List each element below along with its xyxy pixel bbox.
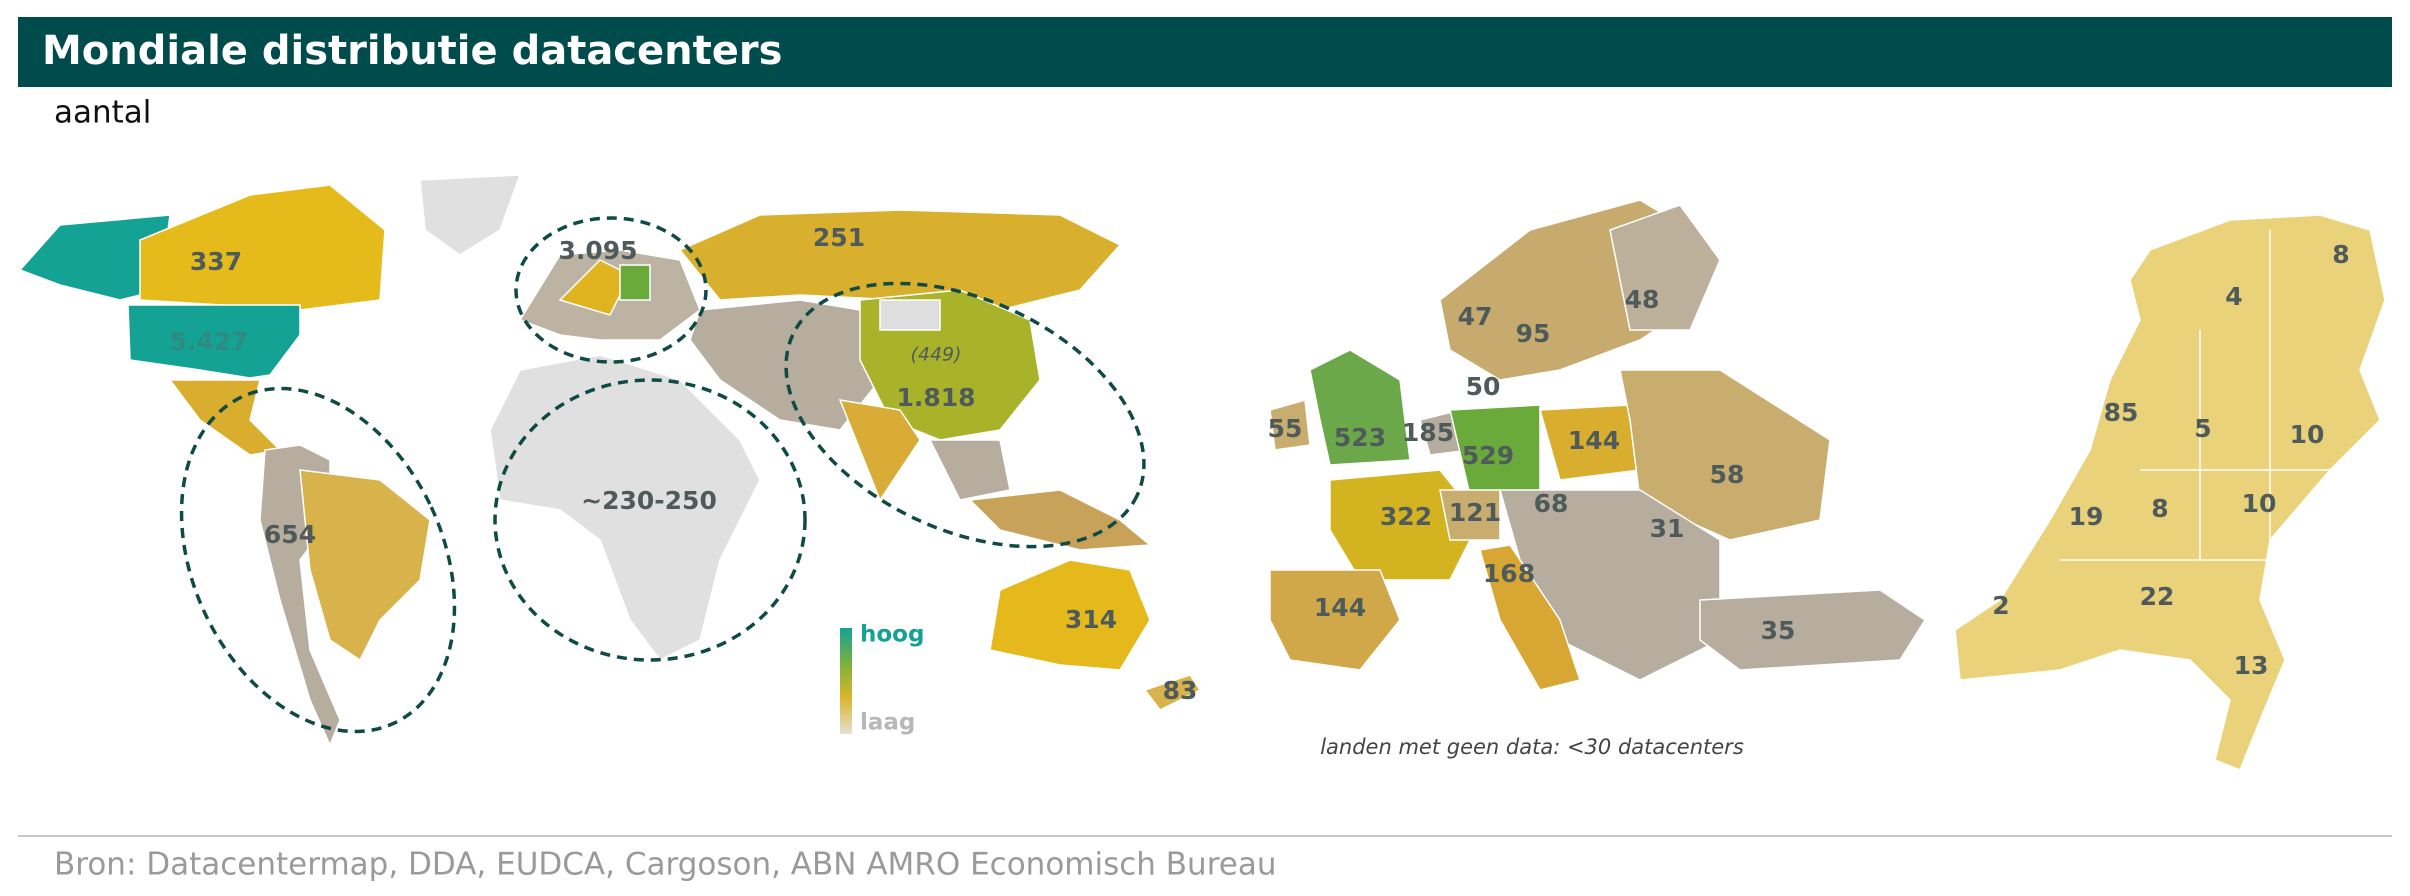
map-label: 5.427 <box>169 327 248 356</box>
map-label: 31 <box>1650 514 1685 543</box>
map-label: 144 <box>1314 593 1366 622</box>
map-label: 654 <box>264 520 316 549</box>
legend-high: hoog <box>860 622 924 648</box>
map-label: 168 <box>1483 559 1535 588</box>
map-label: 1.818 <box>896 383 975 412</box>
map-label: 314 <box>1065 605 1117 634</box>
map-label: 58 <box>1710 460 1745 489</box>
map-label: 523 <box>1334 423 1386 452</box>
map-label: 68 <box>1534 489 1569 518</box>
map-label: ~230-250 <box>581 486 717 515</box>
map-label: 144 <box>1568 426 1620 455</box>
map-label: 2 <box>1992 591 2009 620</box>
map-label: 95 <box>1516 319 1551 348</box>
source: Bron: Datacentermap, DDA, EUDCA, Cargoso… <box>54 847 1277 883</box>
title: Mondiale distributie datacenters <box>42 28 782 74</box>
map-label: 35 <box>1761 616 1796 645</box>
map-label: 322 <box>1380 502 1432 531</box>
netherlands-map <box>1954 214 2386 771</box>
map-label: 47 <box>1458 302 1493 331</box>
map-label: 19 <box>2069 502 2104 531</box>
map-label: 337 <box>190 247 242 276</box>
world-labels: 337 5.427 3.095 251 (449) 1.818 654 ~230… <box>169 223 1197 736</box>
map-label: 8 <box>2332 240 2349 269</box>
map-label: 4 <box>2225 282 2242 311</box>
map-label: 5 <box>2194 414 2211 443</box>
map-label: 55 <box>1268 414 1303 443</box>
map-label: 10 <box>2290 420 2325 449</box>
map-label: 121 <box>1449 498 1501 527</box>
europe-labels: 47 95 48 50 55 523 185 529 144 58 322 12… <box>1268 285 1796 759</box>
map-label: 3.095 <box>558 236 637 265</box>
map-label: 85 <box>2104 398 2139 427</box>
header-bar <box>18 17 2392 87</box>
map-label: 13 <box>2234 651 2269 680</box>
map-label: 529 <box>1462 441 1514 470</box>
map-label: (449) <box>910 344 961 366</box>
map-label: 48 <box>1625 285 1660 314</box>
netherlands-labels: 8 4 85 5 10 19 8 10 2 22 13 <box>1992 240 2349 680</box>
map-label: 251 <box>813 223 865 252</box>
map-label: 50 <box>1466 372 1501 401</box>
map-label: 185 <box>1402 418 1454 447</box>
world-map <box>18 174 1202 747</box>
map-label: 83 <box>1163 676 1198 705</box>
map-label: 8 <box>2151 494 2168 523</box>
note: landen met geen data: <30 datacenters <box>1320 735 1744 759</box>
map-label: 22 <box>2140 582 2175 611</box>
map-label: 10 <box>2242 489 2277 518</box>
subtitle: aantal <box>54 95 151 131</box>
legend-low: laag <box>860 710 915 736</box>
europe-map <box>1269 199 1927 691</box>
